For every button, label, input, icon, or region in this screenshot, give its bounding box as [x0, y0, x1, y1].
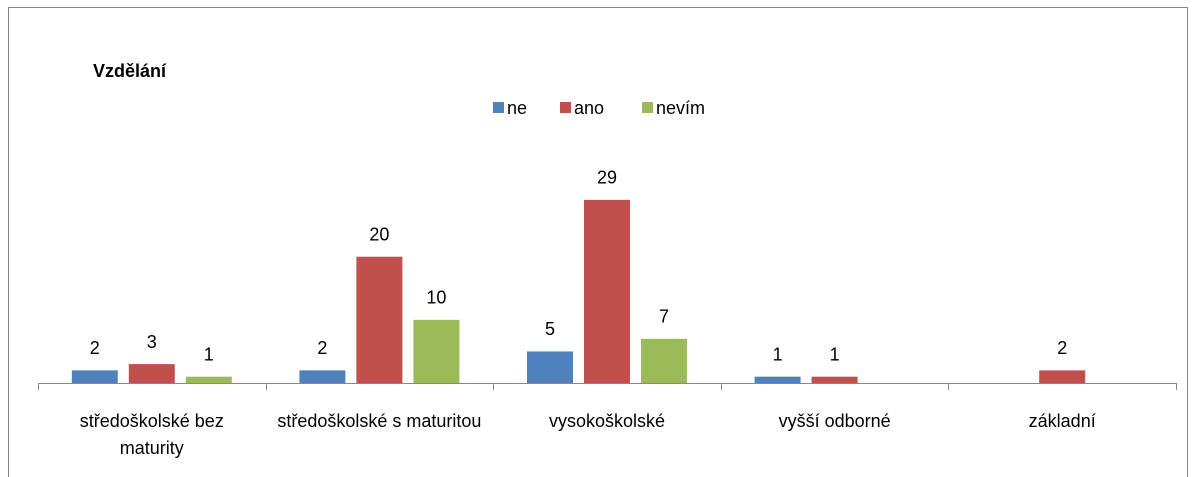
bar	[1039, 370, 1086, 383]
data-label: 7	[659, 307, 669, 327]
data-label: 2	[1057, 338, 1067, 358]
data-label: 1	[830, 344, 840, 364]
x-tick-label: středoškolské bez maturity	[79, 411, 224, 458]
x-tick-label: vysokoškolské	[548, 411, 666, 431]
x-tick-label: vyšší odborné	[778, 411, 891, 431]
data-label: 20	[369, 224, 389, 244]
data-label: 2	[317, 338, 327, 358]
bar	[356, 256, 403, 383]
data-label: 2	[90, 338, 100, 358]
bar	[584, 199, 630, 383]
bar	[413, 319, 460, 383]
bar	[299, 370, 346, 383]
bar	[754, 376, 801, 383]
data-label: 10	[426, 288, 446, 308]
legend-swatch	[493, 102, 504, 113]
legend-label: ne	[507, 98, 527, 118]
legend-swatch	[560, 102, 571, 113]
bar	[527, 351, 573, 383]
chart-title: Vzdělání	[93, 61, 167, 81]
x-tick-label: základní	[1028, 411, 1096, 431]
data-label: 1	[773, 344, 783, 364]
x-tick-label: středoškolské s maturitou	[277, 411, 482, 431]
data-label: 3	[147, 332, 157, 352]
bar	[71, 370, 118, 383]
data-label: 1	[204, 344, 214, 364]
bar	[811, 376, 858, 383]
legend-swatch	[642, 102, 653, 113]
bar	[641, 338, 687, 383]
bar	[185, 376, 232, 383]
data-label: 29	[597, 168, 617, 188]
chart-border	[8, 7, 1188, 477]
legend-label: nevím	[656, 98, 705, 118]
data-label: 5	[545, 319, 555, 339]
bar	[128, 364, 175, 383]
legend-label: ano	[574, 98, 604, 118]
